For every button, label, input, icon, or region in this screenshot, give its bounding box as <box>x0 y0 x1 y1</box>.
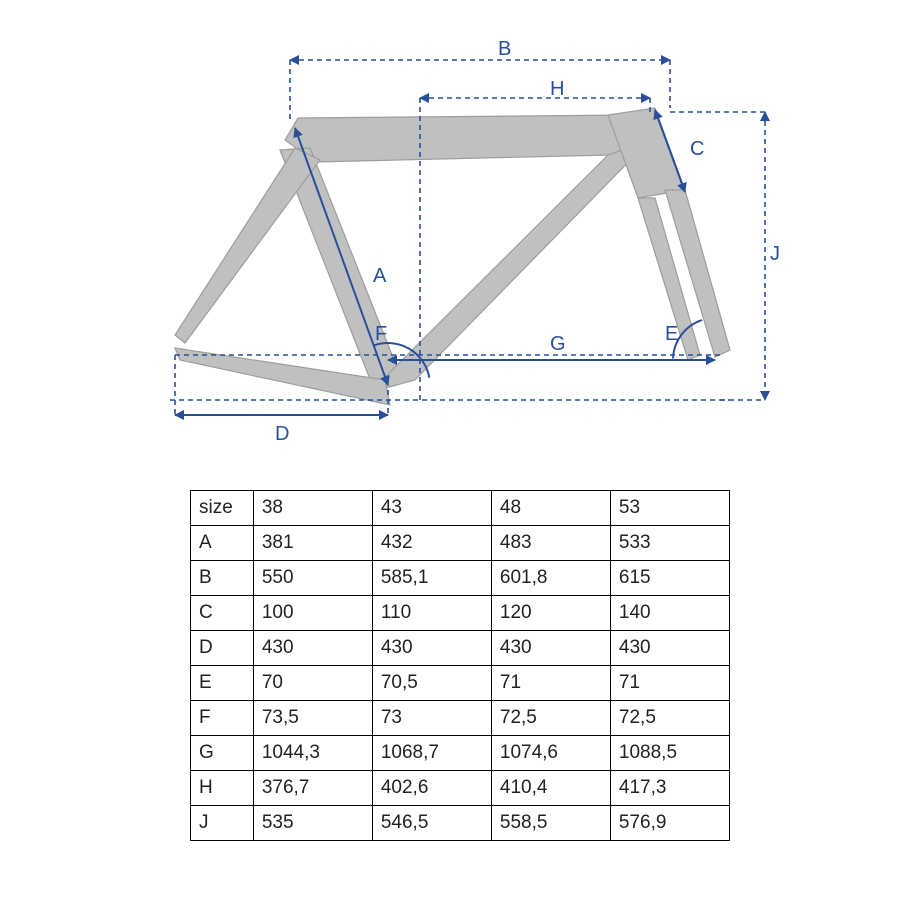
cell-F-1: 73 <box>372 701 491 736</box>
cell-E-2: 71 <box>491 666 610 701</box>
cell-A-1: 432 <box>372 526 491 561</box>
row-label-H: H <box>191 771 254 806</box>
cell-E-0: 70 <box>253 666 372 701</box>
cell-D-0: 430 <box>253 631 372 666</box>
table-row: B550585,1601,8615 <box>191 561 730 596</box>
cell-H-0: 376,7 <box>253 771 372 806</box>
row-label-G: G <box>191 736 254 771</box>
row-label-J: J <box>191 806 254 841</box>
row-label-A: A <box>191 526 254 561</box>
cell-A-3: 533 <box>610 526 729 561</box>
label-D: D <box>275 423 289 445</box>
frame-top_tube <box>285 115 650 162</box>
cell-B-2: 601,8 <box>491 561 610 596</box>
page: ABCDEFGHJ size38434853A381432483533B5505… <box>0 0 900 900</box>
cell-F-3: 72,5 <box>610 701 729 736</box>
cell-F-0: 73,5 <box>253 701 372 736</box>
table-row: D430430430430 <box>191 631 730 666</box>
label-A: A <box>373 265 387 287</box>
cell-B-1: 585,1 <box>372 561 491 596</box>
row-label-E: E <box>191 666 254 701</box>
cell-C-0: 100 <box>253 596 372 631</box>
header-size-1: 43 <box>372 491 491 526</box>
table-row: J535546,5558,5576,9 <box>191 806 730 841</box>
table-row: F73,57372,572,5 <box>191 701 730 736</box>
cell-J-1: 546,5 <box>372 806 491 841</box>
header-size-3: 53 <box>610 491 729 526</box>
cell-D-1: 430 <box>372 631 491 666</box>
table-row: E7070,57171 <box>191 666 730 701</box>
label-F: F <box>375 323 387 345</box>
cell-G-2: 1074,6 <box>491 736 610 771</box>
frame-chainstay <box>175 348 390 405</box>
cell-H-1: 402,6 <box>372 771 491 806</box>
table-row: H376,7402,6410,4417,3 <box>191 771 730 806</box>
cell-G-3: 1088,5 <box>610 736 729 771</box>
cell-J-3: 576,9 <box>610 806 729 841</box>
dim-line-A <box>295 128 388 385</box>
table-row: C100110120140 <box>191 596 730 631</box>
cell-H-2: 410,4 <box>491 771 610 806</box>
frame-geometry-diagram: A B C D E F G H J <box>110 20 790 460</box>
cell-D-2: 430 <box>491 631 610 666</box>
cell-B-3: 615 <box>610 561 729 596</box>
table-header-row: size38434853 <box>191 491 730 526</box>
cell-A-2: 483 <box>491 526 610 561</box>
cell-G-1: 1068,7 <box>372 736 491 771</box>
table-row: G1044,31068,71074,61088,5 <box>191 736 730 771</box>
label-B: B <box>498 38 511 60</box>
cell-C-2: 120 <box>491 596 610 631</box>
table-row: A381432483533 <box>191 526 730 561</box>
cell-G-0: 1044,3 <box>253 736 372 771</box>
cell-A-0: 381 <box>253 526 372 561</box>
cell-C-1: 110 <box>372 596 491 631</box>
geometry-table-container: size38434853A381432483533B550585,1601,86… <box>190 490 730 841</box>
row-label-D: D <box>191 631 254 666</box>
label-G: G <box>550 333 566 355</box>
cell-C-3: 140 <box>610 596 729 631</box>
label-H: H <box>550 78 564 100</box>
cell-D-3: 430 <box>610 631 729 666</box>
label-C: C <box>690 138 704 160</box>
cell-B-0: 550 <box>253 561 372 596</box>
header-size-label: size <box>191 491 254 526</box>
cell-J-2: 558,5 <box>491 806 610 841</box>
row-label-C: C <box>191 596 254 631</box>
row-label-B: B <box>191 561 254 596</box>
cell-E-1: 70,5 <box>372 666 491 701</box>
label-J: J <box>770 243 780 265</box>
cell-E-3: 71 <box>610 666 729 701</box>
row-label-F: F <box>191 701 254 736</box>
cell-F-2: 72,5 <box>491 701 610 736</box>
header-size-0: 38 <box>253 491 372 526</box>
label-E: E <box>665 323 678 345</box>
header-size-2: 48 <box>491 491 610 526</box>
diagram-svg: A B C D E F G H J <box>110 20 790 460</box>
frame-seatstay <box>175 148 320 343</box>
geometry-table: size38434853A381432483533B550585,1601,86… <box>190 490 730 841</box>
cell-H-3: 417,3 <box>610 771 729 806</box>
cell-J-0: 535 <box>253 806 372 841</box>
